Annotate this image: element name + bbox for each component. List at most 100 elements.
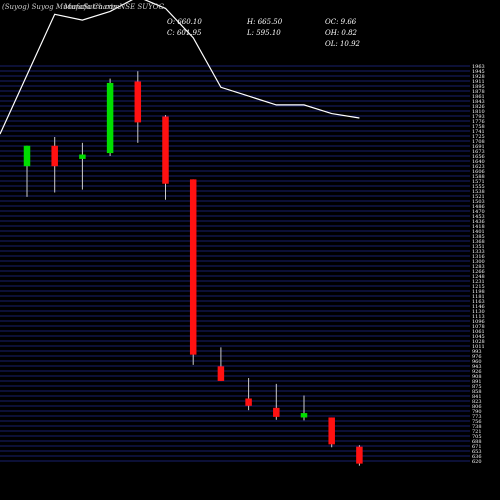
price-tick-label: 1061 — [472, 329, 485, 335]
price-tick-label: 756 — [472, 419, 482, 425]
price-tick-label: 1673 — [472, 149, 485, 155]
price-tick-label: 1316 — [472, 254, 485, 260]
candle-body-up — [106, 82, 114, 154]
stat-high: H: 665.50 — [247, 18, 283, 26]
price-tick-label: 806 — [472, 404, 482, 410]
price-tick-label: 908 — [472, 374, 482, 380]
price-tick-label: 636 — [472, 454, 482, 460]
title-text: (Suyog) Suyog MunafaSutra.com — [2, 3, 120, 11]
price-tick-label: 1656 — [472, 154, 485, 160]
candle — [273, 383, 280, 420]
price-tick-label: 891 — [472, 379, 482, 385]
price-tick-label: 1028 — [472, 339, 485, 345]
candle — [328, 417, 335, 448]
price-tick-label: 653 — [472, 449, 482, 455]
price-tick-label: 960 — [472, 359, 482, 365]
chart-title: (Suyog) Suyog MunafaSutra.com Munafa Cha… — [2, 3, 164, 11]
price-tick-label: 875 — [472, 384, 482, 390]
candle-body-down — [51, 145, 58, 167]
price-tick-label: 976 — [472, 354, 482, 360]
price-tick-label: 1861 — [472, 94, 485, 100]
candle — [245, 378, 252, 411]
price-tick-label: 823 — [472, 399, 482, 405]
price-tick-label: 1945 — [472, 69, 485, 75]
price-tick-label: 1776 — [472, 119, 485, 125]
candle — [79, 142, 86, 190]
candle-body-down — [189, 179, 197, 355]
price-tick-label: 671 — [472, 444, 482, 450]
candle — [189, 179, 197, 365]
candle-body-down — [356, 446, 363, 464]
candle — [300, 395, 308, 421]
price-tick-label: 1725 — [472, 134, 485, 140]
price-tick-label: 1741 — [472, 129, 485, 135]
price-axis: 1963194519281911189518781861184318261810… — [472, 64, 485, 465]
candle — [51, 136, 58, 193]
price-tick-label: 1691 — [472, 144, 485, 150]
price-tick-label: 1521 — [472, 194, 485, 200]
price-tick-label: 1708 — [472, 139, 485, 145]
price-tick-label: 1640 — [472, 159, 485, 165]
price-tick-label: 1283 — [472, 264, 485, 270]
price-tick-label: 1401 — [472, 229, 485, 235]
price-tick-label: 943 — [472, 364, 482, 370]
price-tick-label: 1130 — [472, 309, 485, 315]
stat-low: L: 595.10 — [247, 29, 281, 37]
price-tick-label: 1810 — [472, 109, 485, 115]
price-tick-label: 1096 — [472, 319, 485, 325]
stat-close: C: 601.95 — [167, 29, 202, 37]
price-tick-label: 926 — [472, 369, 482, 375]
price-tick-label: 1113 — [472, 314, 485, 320]
price-tick-label: 1606 — [472, 169, 485, 175]
price-tick-label: 1045 — [472, 334, 485, 340]
overlay-line — [0, 0, 360, 135]
price-tick-label: 738 — [472, 424, 482, 430]
candle-body-up — [79, 154, 86, 159]
stat-oc: OC: 9.66 — [325, 18, 357, 26]
stat-ol: OL: 10.92 — [325, 40, 361, 48]
price-tick-label: 1486 — [472, 204, 485, 210]
price-tick-label: 1928 — [472, 74, 485, 80]
candle — [356, 445, 363, 466]
candle-body-up — [23, 145, 31, 167]
stat-open: O: 660.10 — [167, 18, 202, 26]
candle — [162, 115, 169, 200]
price-tick-label: 688 — [472, 439, 482, 445]
price-tick-label: 1011 — [472, 344, 485, 350]
price-tick-label: 1368 — [472, 239, 485, 245]
price-tick-label: 620 — [472, 459, 482, 465]
price-tick-label: 858 — [472, 389, 482, 395]
watermark-text: Munafa — [63, 3, 91, 11]
price-tick-label: 1215 — [472, 284, 485, 290]
price-tick-label: 841 — [472, 394, 482, 400]
price-tick-label: 1248 — [472, 274, 485, 280]
price-tick-label: 1555 — [472, 184, 485, 190]
candle-body-down — [273, 407, 280, 417]
price-tick-label: 1418 — [472, 224, 485, 230]
price-tick-label: 721 — [472, 429, 482, 435]
price-tick-label: 705 — [472, 434, 482, 440]
candle-body-down — [134, 81, 142, 123]
price-tick-label: 1538 — [472, 189, 485, 195]
price-tick-label: 1181 — [472, 294, 485, 300]
candle — [23, 145, 31, 197]
price-tick-label: 1758 — [472, 124, 485, 130]
price-tick-label: 1198 — [472, 289, 485, 295]
candle-body-down — [217, 366, 225, 381]
candle — [134, 71, 142, 143]
price-tick-label: 1470 — [472, 209, 485, 215]
price-tick-label: 1793 — [472, 114, 485, 120]
price-tick-label: 1843 — [472, 99, 485, 105]
price-tick-label: 1146 — [472, 304, 485, 310]
price-tick-label: 1266 — [472, 269, 485, 275]
stat-oh: OH: 0.82 — [325, 29, 358, 37]
price-tick-label: 1078 — [472, 324, 485, 330]
price-tick-label: 1911 — [472, 79, 485, 85]
price-tick-label: 1436 — [472, 219, 485, 225]
candle-body-down — [162, 116, 169, 184]
candle — [106, 78, 114, 156]
price-tick-label: 1571 — [472, 179, 485, 185]
price-tick-label: 790 — [472, 409, 482, 415]
